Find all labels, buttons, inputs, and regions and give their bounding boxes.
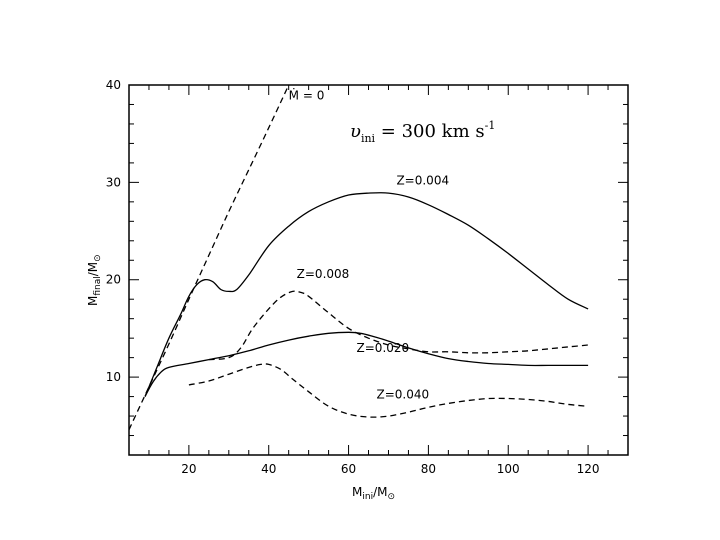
x-axis-label-rest: /M	[373, 485, 387, 499]
y-tick-label: 10	[106, 370, 121, 384]
chart-title: υini = 300 km s-1	[350, 119, 495, 145]
curve-labels: Ṁ = 0 Z=0.004 Z=0.008 Z=0.020 Z=0.040	[289, 88, 449, 402]
title-subscript: ini	[361, 132, 376, 145]
x-tick-label: 20	[181, 462, 196, 476]
x-tick-label: 40	[261, 462, 276, 476]
x-axis-label: Mini/M⊙	[352, 485, 395, 502]
y-axis-ticks: 10 20 30 40	[106, 78, 628, 456]
y-axis-label-sun: ⊙	[93, 254, 103, 262]
series-line-z-0-020	[144, 331, 589, 397]
plot-frame	[128, 84, 629, 456]
title-symbol: υ	[350, 121, 361, 142]
y-axis-label-rest: /M	[86, 262, 100, 276]
y-tick-label: 30	[106, 175, 121, 189]
x-tick-label: 60	[341, 462, 356, 476]
curve-label: Z=0.040	[377, 388, 430, 402]
curve-label: Z=0.008	[297, 267, 350, 281]
title-superscript: -1	[485, 119, 496, 132]
series-line-0	[128, 84, 290, 430]
series-layer	[128, 84, 589, 430]
curve-label: Z=0.004	[396, 173, 449, 187]
x-axis-label-sun: ⊙	[387, 492, 395, 502]
y-axis-label-symbol: M	[86, 296, 100, 306]
title-value: = 300 km s	[375, 121, 485, 142]
x-tick-label: 80	[421, 462, 436, 476]
series-line-z-0-008	[208, 290, 589, 361]
y-tick-label: 20	[106, 273, 121, 287]
x-axis-ticks: 20 40 60 80 100 120	[148, 85, 629, 476]
y-tick-label: 40	[106, 78, 121, 92]
x-axis-label-symbol: M	[352, 485, 362, 499]
series-line-z-0-040	[188, 363, 589, 418]
x-axis-label-subscript: ini	[362, 492, 373, 502]
x-tick-label: 100	[497, 462, 520, 476]
curve-label: Ṁ = 0	[289, 88, 325, 103]
y-axis-label-subscript: final	[93, 276, 103, 295]
y-axis-label: Mfinal/M⊙	[86, 254, 103, 306]
curve-label: Z=0.020	[357, 341, 410, 355]
x-tick-label: 120	[577, 462, 600, 476]
series-line-z-0-004	[144, 192, 589, 397]
